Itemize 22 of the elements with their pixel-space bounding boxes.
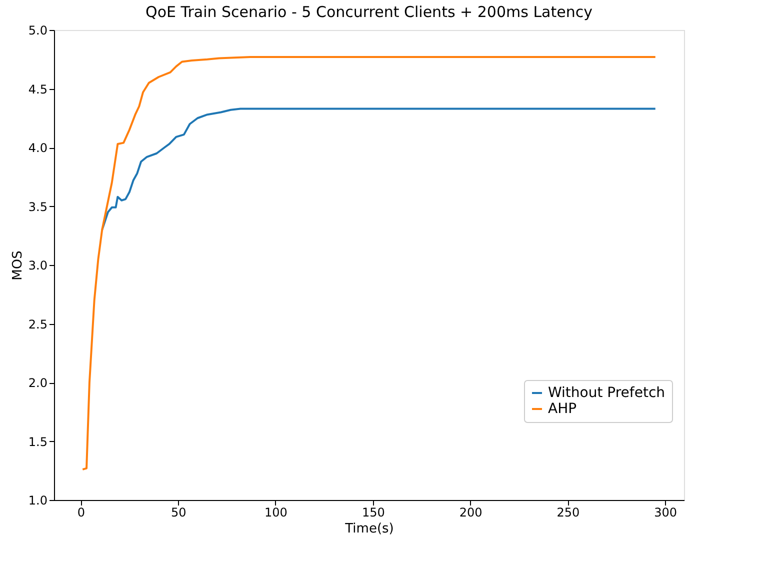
- x-tick-label: 50: [170, 506, 186, 520]
- x-tick-label: 0: [77, 506, 86, 520]
- x-tick-label: 100: [264, 506, 288, 520]
- x-tick-label: 300: [654, 506, 678, 520]
- legend-label: AHP: [548, 401, 577, 417]
- y-tick-label: 3.5: [28, 200, 48, 214]
- chart-title: QoE Train Scenario - 5 Concurrent Clients + 200ms Latency: [146, 3, 593, 21]
- x-axis-title: Time(s): [344, 522, 394, 536]
- line-series: [101, 108, 656, 231]
- y-tick-label: 1.0: [28, 494, 48, 508]
- x-tick-label: 250: [556, 506, 580, 520]
- y-axis-title: MOS: [10, 250, 26, 280]
- legend-label: Without Prefetch: [548, 385, 666, 401]
- y-tick-label: 2.0: [28, 376, 48, 390]
- y-tick-label: 5.0: [28, 24, 48, 38]
- y-tick-label: 4.0: [28, 141, 48, 155]
- x-tick-label: 150: [362, 506, 385, 520]
- y-tick-label: 4.5: [28, 82, 48, 96]
- y-tick-label: 1.5: [28, 434, 48, 449]
- y-tick-label: 2.5: [28, 317, 48, 332]
- y-tick-label: 3.0: [28, 258, 48, 272]
- x-tick-label: 200: [459, 506, 482, 520]
